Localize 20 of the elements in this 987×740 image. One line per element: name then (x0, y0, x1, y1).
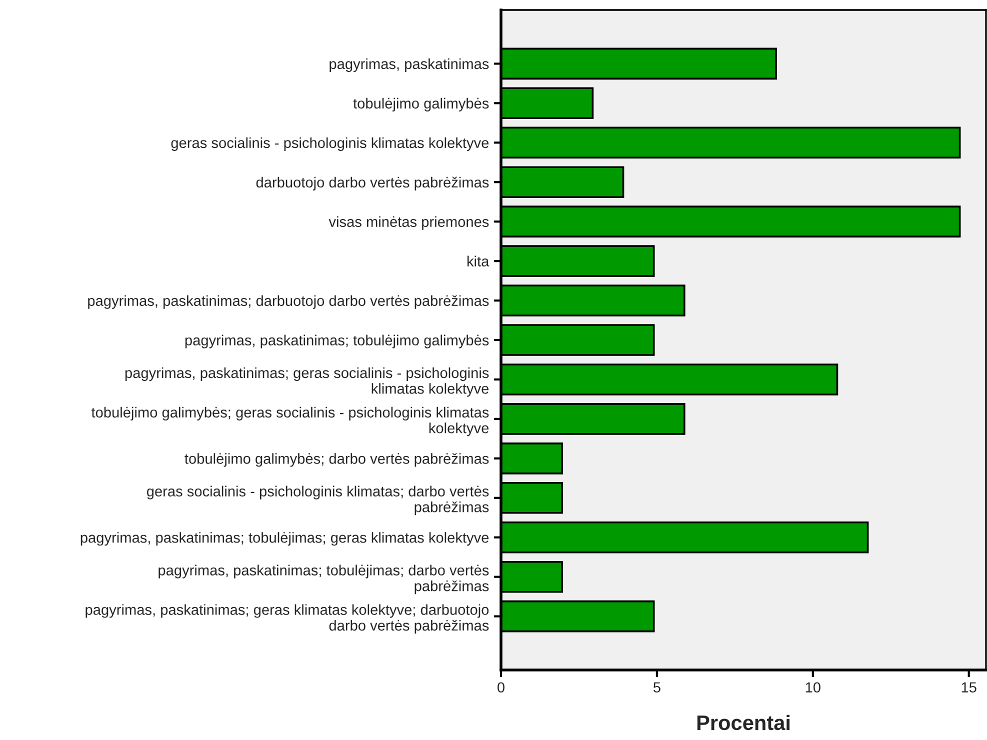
x-tick-label: 0 (498, 682, 504, 693)
x-tick-label: 5 (653, 682, 660, 693)
y-tick-label: pagyrimas, paskatinimas; tobulėjimas; geras klimatas kolektyve (80, 532, 489, 546)
y-tick-label: kita (467, 256, 490, 266)
x-tick-label: 15 (962, 682, 976, 693)
y-tick-label: geras socialinis - psichologinis klimatas kolektyve (171, 137, 489, 151)
y-tick-label: pagyrimas, paskatinimas (330, 58, 489, 72)
y-tick-label: tobulėjimo galimybės; geras socialinis - psichologinis klimatas kolektyve (91, 406, 489, 436)
y-tick-label: pagyrimas, paskatinimas; tobulėjimo galimybės (185, 334, 489, 348)
y-tick-label: pagyrimas, paskatinimas; geras klimatas kolektyve; darbuotojo darbo vertės pabrėžimas (86, 604, 489, 634)
y-tick-label: pagyrimas, paskatinimas; tobulėjimas; darbo vertės pabrėžimas (158, 564, 489, 594)
x-axis-title: Procentai (697, 714, 790, 730)
y-tick-label: pagyrimas, paskatinimas; darbuotojo darbo vertės pabrėžimas (88, 295, 489, 309)
y-tick-label: pagyrimas, paskatinimas; geras socialinis - psichologinis klimatas kolektyve (125, 367, 489, 397)
y-tick-label: geras socialinis - psichologinis klimatas; darbo vertės pabrėžimas (146, 486, 489, 516)
y-tick-label: tobulėjimo galimybės; darbo vertės pabrėžimas (184, 453, 489, 467)
x-tick-label: 10 (806, 682, 820, 693)
y-tick-label: darbuotojo darbo vertės pabrėžimas (256, 176, 489, 190)
y-tick-label: visas minėtas priemones (328, 216, 489, 230)
y-tick-label: tobulėjimo galimybės (353, 98, 489, 112)
